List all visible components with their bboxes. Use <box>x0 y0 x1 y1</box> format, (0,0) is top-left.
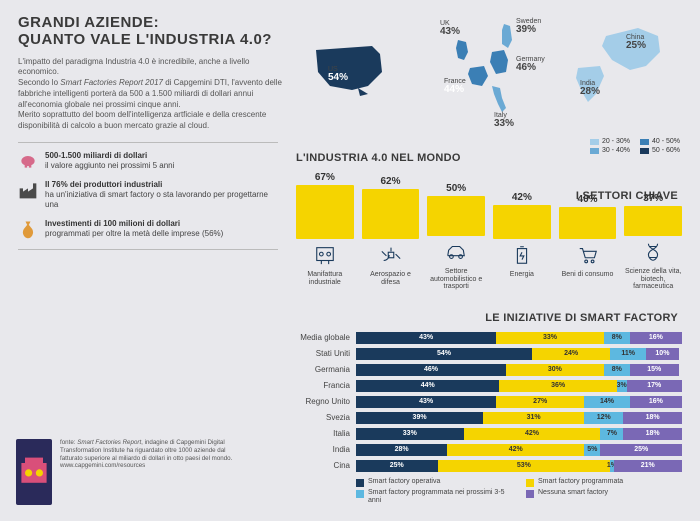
map-shape-sweden <box>498 22 516 52</box>
stat-producers: Il 76% dei produttori industrialiha un'i… <box>18 180 278 210</box>
map-shape-uk <box>452 38 472 64</box>
init-bar: 28%42%5%25% <box>356 444 682 456</box>
sector-automotive: 50% Settore automobilistico e trasporti <box>427 183 485 291</box>
init-bar: 46%30%8%15% <box>356 364 682 376</box>
world-map: US54% UK43% France44% Germany46% Sweden3… <box>320 18 680 148</box>
manufacturing-icon <box>296 242 354 268</box>
sector-consumer: 40% Beni di consumo <box>559 194 617 291</box>
init-label: India <box>280 445 356 454</box>
init-label: Regno Unito <box>280 397 356 406</box>
map-label-italy: Italy33% <box>494 112 514 129</box>
init-row-fr: Francia44%36%3%17% <box>280 378 682 393</box>
init-bar: 44%36%3%17% <box>356 380 682 392</box>
source-box: fonte: Smart Factories Report, indagine … <box>16 439 246 505</box>
map-label-china: China25% <box>626 34 646 51</box>
stat-value-added: 500-1.500 miliardi di dollariil valore a… <box>18 151 278 171</box>
init-row-in: India28%42%5%25% <box>280 442 682 457</box>
map-shape-us <box>310 42 392 98</box>
title-line-1: GRANDI AZIENDE: <box>18 14 159 31</box>
battery-icon <box>493 242 551 268</box>
init-label: Germania <box>280 365 356 374</box>
init-row-cn: Cina25%53%1%21% <box>280 458 682 473</box>
title-line-2: QUANTO VALE L'INDUSTRIA 4.0? <box>18 31 272 48</box>
money-bag-icon <box>18 219 38 239</box>
satellite-icon <box>362 242 420 268</box>
init-row-de: Germania46%30%8%15% <box>280 362 682 377</box>
map-label-sweden: Sweden39% <box>516 18 541 35</box>
section-initiatives: LE INIZIATIVE DI SMART FACTORY <box>485 312 678 324</box>
sector-energy: 42% Energia <box>493 192 551 291</box>
map-label-germany: Germany46% <box>516 56 545 73</box>
sector-lifesciences: 37% Scienze della vita, biotech, farmace… <box>624 193 682 291</box>
init-label: Media globale <box>280 333 356 342</box>
sector-aerospace: 62% Aerospazio e difesa <box>362 176 420 291</box>
map-label-uk: UK43% <box>440 20 460 37</box>
init-row-global: Media globale43%33%8%16% <box>280 330 682 345</box>
init-bar: 39%31%12%18% <box>356 412 682 424</box>
map-label-france: France44% <box>444 78 466 95</box>
sector-manufacturing: 67% Manifattura industriale <box>296 172 354 291</box>
init-label: Stati Uniti <box>280 349 356 358</box>
map-legend: 20 - 30% 40 - 50% 30 - 40% 50 - 60% <box>590 138 680 154</box>
factory-icon <box>18 180 38 200</box>
car-icon <box>427 239 485 265</box>
divider <box>18 249 278 250</box>
init-bar: 54%24%11%10% <box>356 348 682 360</box>
divider <box>18 142 278 143</box>
cart-icon <box>559 242 617 268</box>
init-label: Italia <box>280 429 356 438</box>
section-world: L'INDUSTRIA 4.0 NEL MONDO <box>296 152 461 164</box>
init-row-uk: Regno Unito43%27%14%16% <box>280 394 682 409</box>
init-label: Cina <box>280 461 356 470</box>
initiatives-legend: Smart factory operativa Smart factory pr… <box>356 478 682 504</box>
init-bar: 25%53%1%21% <box>356 460 682 472</box>
init-row-it: Italia33%42%7%18% <box>280 426 682 441</box>
init-label: Svezia <box>280 413 356 422</box>
stat-investment: Investimenti di 100 milioni di dollaripr… <box>18 219 278 239</box>
sectors-chart: 67% Manifattura industriale 62% Aerospaz… <box>296 172 682 291</box>
map-label-us: US54% <box>328 66 348 83</box>
map-label-india: India28% <box>580 80 600 97</box>
init-bar: 43%33%8%16% <box>356 332 682 344</box>
dna-icon <box>624 239 682 265</box>
intro-text: L'impatto del paradigma Industria 4.0 è … <box>18 57 283 133</box>
init-row-se: Svezia39%31%12%18% <box>280 410 682 425</box>
piggy-bank-icon <box>18 151 38 171</box>
map-shape-germany <box>488 48 512 78</box>
init-bar: 33%42%7%18% <box>356 428 682 440</box>
report-cover-icon <box>16 439 52 505</box>
init-bar: 43%27%14%16% <box>356 396 682 408</box>
init-label: Francia <box>280 381 356 390</box>
initiatives-chart: Media globale43%33%8%16%Stati Uniti54%24… <box>280 330 682 504</box>
init-row-us: Stati Uniti54%24%11%10% <box>280 346 682 361</box>
